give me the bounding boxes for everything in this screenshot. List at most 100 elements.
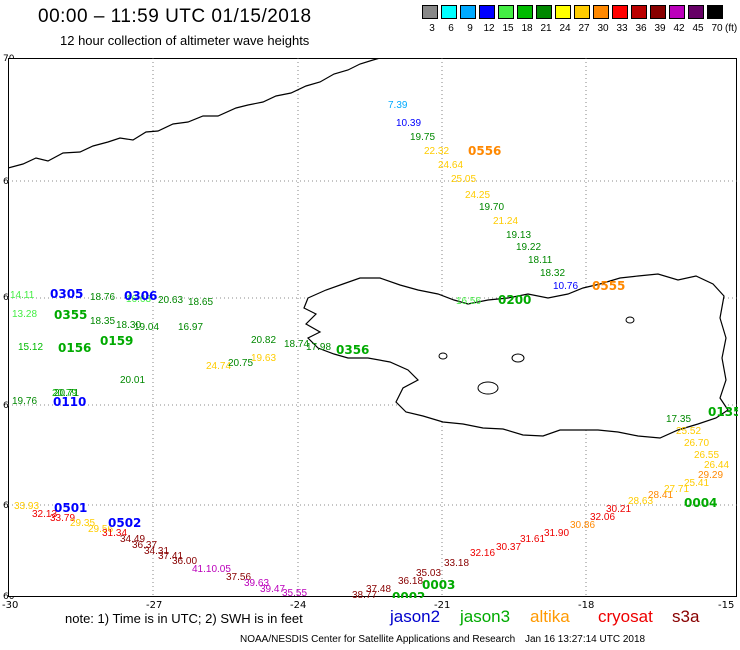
- track-time-label: 0004: [684, 496, 717, 510]
- legend-label: 12: [483, 23, 495, 34]
- legend-swatch: [555, 5, 571, 19]
- swh-value: 17.35: [666, 414, 691, 425]
- lon-label: -15: [718, 600, 735, 611]
- swh-value: 33.93: [14, 501, 39, 512]
- swh-value: 30.37: [496, 542, 521, 553]
- satellite-label-altika: altika: [530, 607, 570, 626]
- generation-timestamp: Jan 16 13:27:14 UTC 2018: [525, 634, 646, 645]
- track-time-label: 0306: [124, 289, 157, 303]
- swh-value: 26.44: [704, 460, 729, 471]
- legend-label: 36: [635, 23, 647, 34]
- map-title: 00:00 – 11:59 UTC 01/15/2018: [38, 6, 312, 27]
- legend-label: 6: [448, 23, 454, 34]
- swh-value: 19.76: [12, 396, 37, 407]
- swh-value: 39.63: [244, 578, 269, 589]
- swh-value: 26.55: [694, 450, 719, 461]
- swh-value: 24.64: [438, 160, 463, 171]
- swh-value: 28.63: [628, 496, 653, 507]
- swh-value: 34.49: [120, 534, 145, 545]
- lon-label: -24: [290, 600, 307, 611]
- swh-value: 26.70: [684, 438, 709, 449]
- legend-label: 45: [692, 23, 704, 34]
- legend-label: 21: [540, 23, 552, 34]
- swh-value: 19.22: [516, 242, 541, 253]
- legend-label: 9: [467, 23, 473, 34]
- swh-value: 19.75: [410, 132, 435, 143]
- track-time-label: 0356: [336, 343, 369, 357]
- swh-value: 36.37: [132, 540, 157, 551]
- swh-value: 20.71: [54, 388, 79, 399]
- legend-swatch: [517, 5, 533, 19]
- legend-swatch: [498, 5, 514, 19]
- track-south-iceland: 19.76 20.71 33.93 32.13 33.79 29.35 29.5…: [12, 388, 738, 598]
- swh-value: 31.61: [520, 534, 545, 545]
- track-denmark-strait: 14.11 18.76 16.63 20.63 18.65 13.28 18.3…: [10, 287, 531, 409]
- legend-swatch: [688, 5, 704, 19]
- lon-label: -18: [578, 600, 595, 611]
- swh-value: 18.30: [116, 320, 141, 331]
- footer-note: note: 1) Time is in UTC; 2) SWH is in fe…: [65, 611, 303, 626]
- legend-label: 27: [578, 23, 590, 34]
- swh-value: 25.52: [676, 426, 701, 437]
- swh-value: 37.41: [158, 551, 183, 562]
- legend-swatch: [669, 5, 685, 19]
- legend-label: 33: [616, 23, 628, 34]
- swh-value: 28.41: [648, 490, 673, 501]
- swh-value: 29.29: [698, 470, 723, 481]
- legend-swatch: [612, 5, 628, 19]
- legend-swatch: [422, 5, 438, 19]
- track-time-label: 0502: [108, 516, 141, 530]
- swh-value: 19.70: [479, 202, 504, 213]
- legend-label: 18: [521, 23, 533, 34]
- swh-value: 18.65: [188, 297, 213, 308]
- greenland-coastline: [8, 58, 381, 169]
- swh-value: 39.47: [260, 584, 285, 595]
- iceland-landmass: [303, 273, 729, 439]
- lake: [438, 352, 448, 360]
- swh-value: 18.35: [90, 316, 115, 327]
- wave-height-map[interactable]: 7.39 10.39 19.75 22.32 24.64 25.05 24.25…: [8, 58, 738, 598]
- track-time-label: 0135: [708, 405, 738, 419]
- track-time-label: 0555: [592, 279, 625, 293]
- swh-value: 32.16: [470, 548, 495, 559]
- lon-label: -27: [146, 600, 163, 611]
- swh-value: 36.18: [398, 576, 423, 587]
- legend-label: 3: [429, 23, 435, 34]
- legend-label: 24: [559, 23, 571, 34]
- lake: [477, 381, 499, 395]
- satellite-label-cryosat: cryosat: [598, 607, 653, 626]
- swh-value: 33.18: [444, 558, 469, 569]
- swh-value: 19.13: [506, 230, 531, 241]
- swh-value: 30.86: [570, 520, 595, 531]
- lake: [625, 316, 635, 324]
- swh-value: 13.28: [12, 309, 37, 320]
- swh-value: 25.41: [684, 478, 709, 489]
- swh-value: 7.39: [388, 100, 408, 111]
- legend-swatch: [650, 5, 666, 19]
- swh-value: 29.56: [88, 524, 113, 535]
- swh-value: 30.21: [606, 504, 631, 515]
- swh-value: 18.76: [90, 292, 115, 303]
- track-time-label: 0159: [100, 334, 133, 348]
- map-subtitle: 12 hour collection of altimeter wave hei…: [60, 33, 310, 48]
- swh-value: 32.06: [590, 512, 615, 523]
- swh-value: 15.12: [18, 342, 43, 353]
- swh-value: 38.77: [352, 590, 377, 598]
- legend-swatch: [631, 5, 647, 19]
- swh-value: 14.11: [10, 290, 35, 301]
- track-time-label: 0501: [54, 501, 87, 515]
- swh-value: 18.11: [528, 255, 553, 266]
- swh-value: 17.98: [306, 342, 331, 353]
- legend-swatch: [707, 5, 723, 19]
- legend-swatch: [479, 5, 495, 19]
- swh-value: 34.31: [144, 546, 169, 557]
- swh-value: 20.63: [158, 295, 183, 306]
- swh-value: 27.71: [664, 484, 689, 495]
- swh-value: 20.79: [52, 388, 77, 399]
- swh-value: 37.48: [366, 584, 391, 595]
- swh-value: 37.56: [226, 572, 251, 583]
- swh-value: 32.13: [32, 509, 57, 520]
- legend-swatch: [593, 5, 609, 19]
- legend-label: 70: [711, 23, 723, 34]
- swh-value: 22.32: [424, 146, 449, 157]
